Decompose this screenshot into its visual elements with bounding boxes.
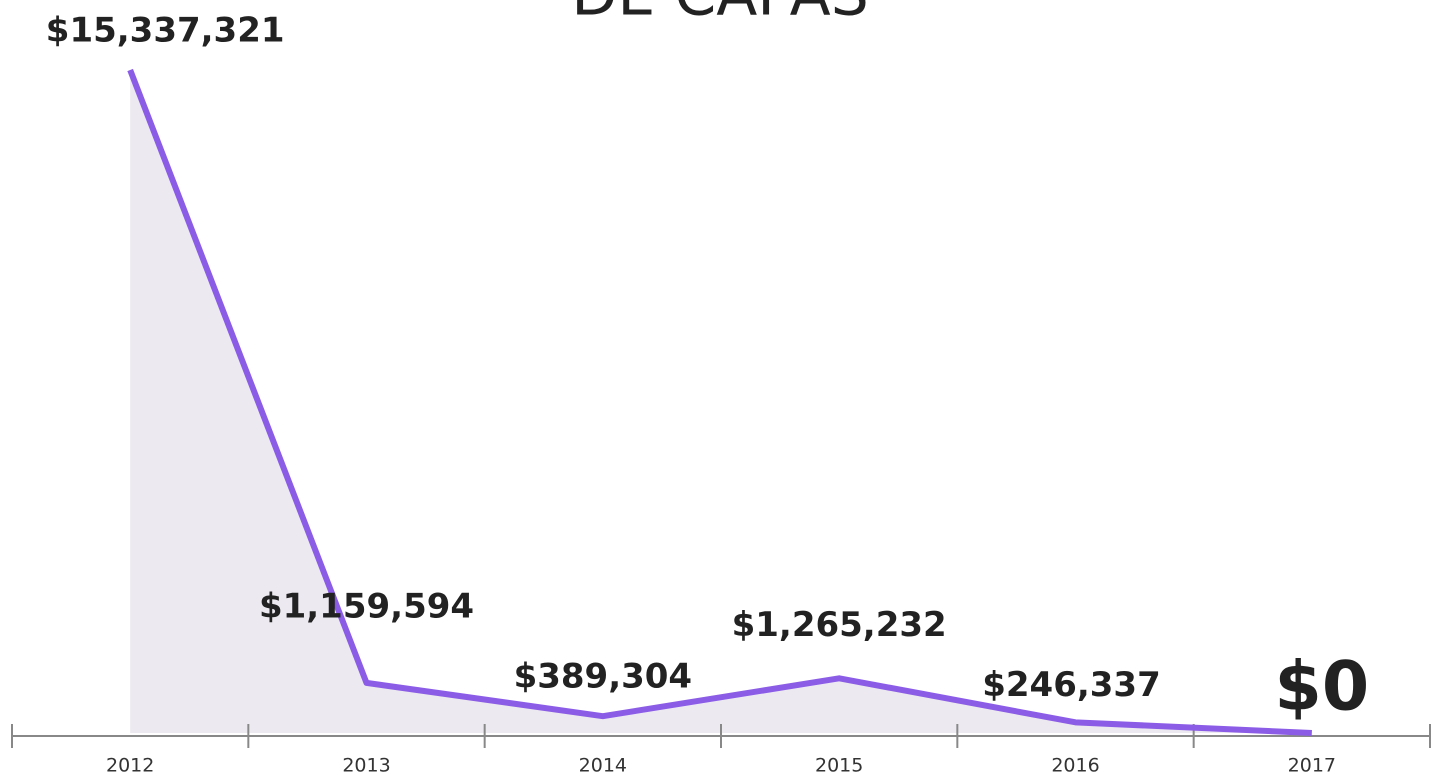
x-tick-label: 2017 xyxy=(1288,755,1336,774)
x-tick-label: 2014 xyxy=(579,755,627,774)
x-tick-label: 2016 xyxy=(1051,755,1099,774)
x-tick-label: 2013 xyxy=(342,755,390,774)
x-tick-label: 2015 xyxy=(815,755,863,774)
line xyxy=(127,68,1312,736)
data-label: $246,337 xyxy=(982,665,1161,705)
chart-title: DE CAPAS xyxy=(571,0,869,30)
x-tick-label: 2012 xyxy=(106,755,154,774)
data-label: $1,159,594 xyxy=(259,586,474,626)
data-label: $1,265,232 xyxy=(732,605,947,645)
data-label: $0 xyxy=(1275,648,1370,727)
data-label: $389,304 xyxy=(514,657,693,697)
area xyxy=(130,70,1312,733)
data-label: $15,337,321 xyxy=(46,11,285,51)
